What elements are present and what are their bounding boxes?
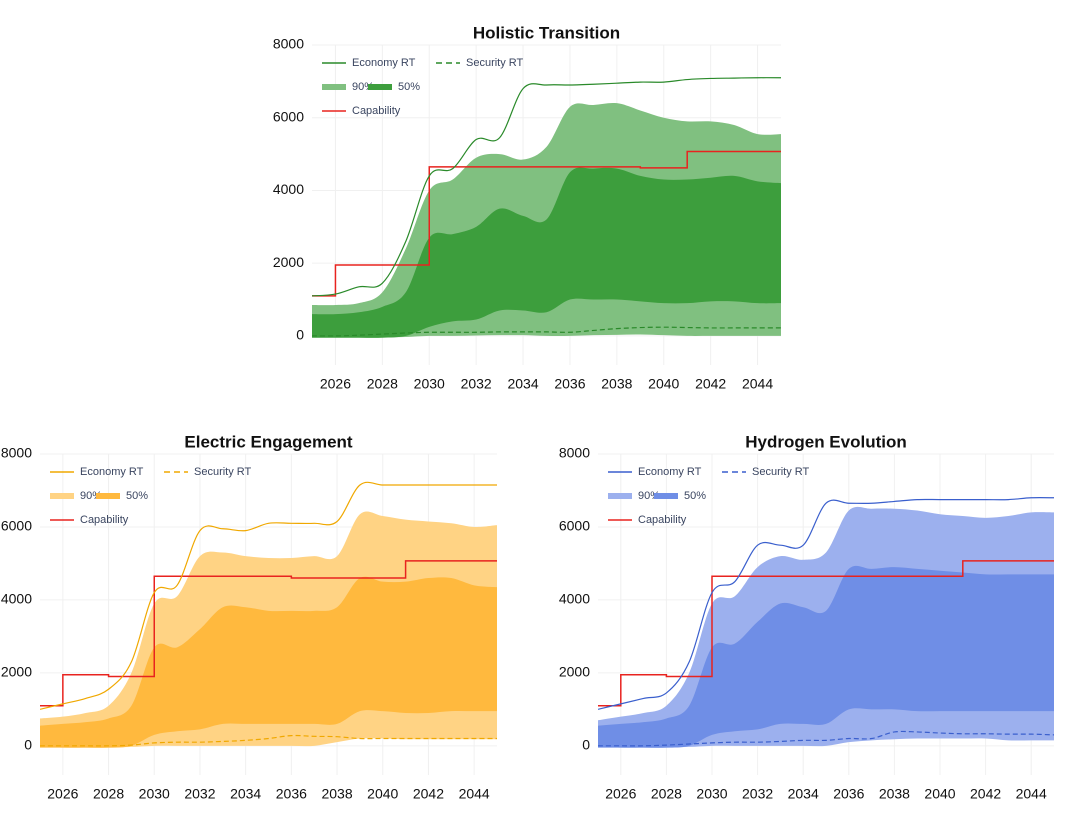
plot-area bbox=[40, 481, 497, 748]
x-tick-label: 2026 bbox=[47, 786, 78, 802]
x-tick-label: 2026 bbox=[605, 786, 636, 802]
x-tick-label: 2040 bbox=[924, 786, 955, 802]
x-tick-label: 2030 bbox=[139, 786, 170, 802]
dashed-line bbox=[312, 326, 781, 337]
x-tick-label: 2030 bbox=[696, 786, 727, 802]
subplot: Electric Engagement 0 2000 4000 6000 8000 2026… bbox=[1, 432, 497, 802]
x-tick-label: 2028 bbox=[651, 786, 682, 802]
band bbox=[40, 576, 497, 748]
y-tick-label: 0 bbox=[296, 327, 304, 343]
legend-label: Economy RT bbox=[638, 466, 702, 478]
legend-label: Capability bbox=[638, 514, 687, 526]
y-tick-label: 2000 bbox=[559, 664, 590, 680]
x-tick-label: 2040 bbox=[367, 786, 398, 802]
x-tick-label: 2036 bbox=[276, 786, 307, 802]
legend-label: 50% bbox=[398, 81, 420, 93]
x-tick-label: 2026 bbox=[320, 376, 351, 392]
subplot: Holistic Transition 0 2000 4000 6000 8000 2026… bbox=[273, 23, 781, 392]
x-tick-label: 2032 bbox=[742, 786, 773, 802]
y-tick-label: 6000 bbox=[1, 518, 32, 534]
legend-label: 50% bbox=[126, 490, 148, 502]
x-tick-label: 2036 bbox=[833, 786, 864, 802]
legend-label: Security RT bbox=[466, 57, 524, 69]
legend-label: Economy RT bbox=[352, 57, 416, 69]
x-tick-label: 2034 bbox=[507, 376, 538, 392]
line bbox=[312, 77, 781, 297]
chart-title: Hydrogen Evolution bbox=[745, 432, 907, 451]
x-tick-label: 2036 bbox=[554, 376, 585, 392]
step-line bbox=[40, 560, 497, 707]
y-tick-label: 6000 bbox=[273, 108, 304, 124]
x-tick-label: 2040 bbox=[648, 376, 679, 392]
chart-title: Electric Engagement bbox=[184, 432, 353, 451]
x-tick-label: 2034 bbox=[230, 786, 261, 802]
y-tick-label: 0 bbox=[24, 737, 32, 753]
subplot: Hydrogen Evolution 0 2000 4000 6000 8000 2026 2… bbox=[559, 432, 1054, 802]
x-tick-label: 2028 bbox=[367, 376, 398, 392]
plot-area bbox=[598, 497, 1054, 748]
x-tick-label: 2030 bbox=[414, 376, 445, 392]
band bbox=[312, 167, 781, 338]
legend-label: Security RT bbox=[752, 466, 810, 478]
x-tick-label: 2032 bbox=[461, 376, 492, 392]
y-tick-label: 0 bbox=[582, 737, 590, 753]
line bbox=[598, 497, 1054, 710]
x-tick-label: 2038 bbox=[879, 786, 910, 802]
chart-title: Holistic Transition bbox=[473, 23, 620, 42]
legend-label: Security RT bbox=[194, 466, 252, 478]
step-line bbox=[312, 150, 781, 297]
y-tick-label: 6000 bbox=[559, 518, 590, 534]
legend-label: 50% bbox=[684, 490, 706, 502]
y-tick-label: 8000 bbox=[1, 445, 32, 461]
y-tick-label: 2000 bbox=[273, 254, 304, 270]
x-tick-label: 2028 bbox=[93, 786, 124, 802]
line bbox=[40, 481, 497, 710]
y-tick-label: 4000 bbox=[273, 181, 304, 197]
legend-label: Capability bbox=[352, 105, 401, 117]
plot-area bbox=[312, 77, 781, 338]
x-tick-label: 2044 bbox=[742, 376, 773, 392]
band bbox=[598, 565, 1054, 748]
x-tick-label: 2034 bbox=[788, 786, 819, 802]
x-tick-label: 2038 bbox=[601, 376, 632, 392]
y-tick-label: 4000 bbox=[559, 591, 590, 607]
y-tick-label: 8000 bbox=[559, 445, 590, 461]
x-tick-label: 2042 bbox=[413, 786, 444, 802]
x-tick-label: 2042 bbox=[695, 376, 726, 392]
legend-label: Economy RT bbox=[80, 466, 144, 478]
x-tick-label: 2044 bbox=[1016, 786, 1047, 802]
y-tick-label: 8000 bbox=[273, 36, 304, 52]
y-tick-label: 4000 bbox=[1, 591, 32, 607]
dashed-line bbox=[40, 734, 497, 747]
y-tick-label: 2000 bbox=[1, 664, 32, 680]
x-tick-label: 2032 bbox=[184, 786, 215, 802]
x-tick-label: 2042 bbox=[970, 786, 1001, 802]
dashed-line bbox=[598, 730, 1054, 747]
legend-label: Capability bbox=[80, 514, 129, 526]
x-tick-label: 2038 bbox=[321, 786, 352, 802]
x-tick-label: 2044 bbox=[459, 786, 490, 802]
step-line bbox=[598, 560, 1054, 707]
